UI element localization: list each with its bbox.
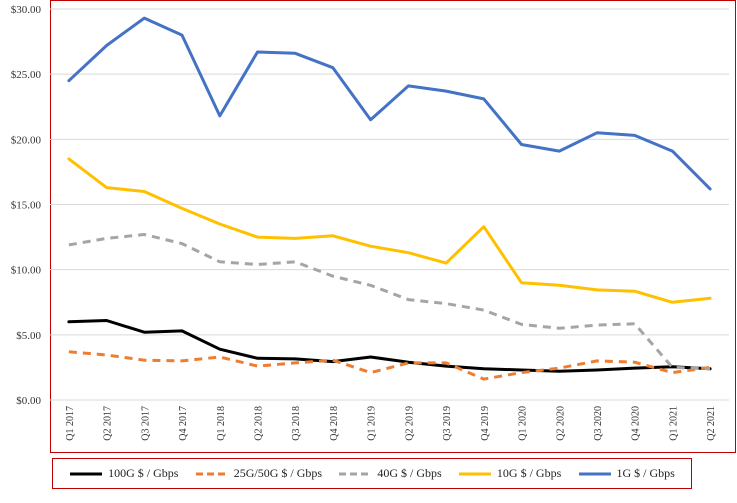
- legend-label: 40G $ / Gbps: [377, 466, 442, 480]
- x-tick-label: Q4 2019: [480, 406, 491, 441]
- x-tick-label: Q2 2021: [706, 406, 717, 441]
- x-tick-label: Q1 2018: [216, 406, 227, 441]
- legend-item: 40G $ / Gbps: [338, 466, 442, 481]
- x-tick-label: Q1 2017: [65, 406, 76, 441]
- legend-label: 25G/50G $ / Gbps: [233, 466, 323, 480]
- y-tick-label: $5.00: [16, 330, 41, 342]
- legend-item: 1G $ / Gbps: [578, 466, 675, 481]
- series-line-3: [67, 157, 712, 304]
- y-tick-label: $25.00: [11, 69, 42, 81]
- y-tick-label: $20.00: [11, 134, 42, 146]
- x-tick-label: Q2 2018: [253, 406, 264, 441]
- x-tick-label: Q2 2019: [404, 406, 415, 441]
- x-tick-label: Q1 2020: [518, 406, 529, 441]
- legend-swatch: [70, 472, 103, 475]
- x-tick-label: Q4 2020: [631, 406, 642, 441]
- legend-label: 100G $ / Gbps: [108, 466, 179, 480]
- x-tick-label: Q3 2018: [291, 406, 302, 441]
- x-tick-label: Q1 2019: [367, 406, 378, 441]
- series-lines: [67, 16, 712, 381]
- legend-item: 100G $ / Gbps: [69, 466, 178, 481]
- legend-item: 10G $ / Gbps: [458, 466, 561, 481]
- series-line-4: [67, 16, 712, 191]
- legend-swatch: [458, 472, 491, 475]
- x-tick-label: Q2 2020: [555, 406, 566, 441]
- y-tick-label: $30.00: [11, 4, 42, 16]
- chart-border: [50, 0, 736, 453]
- x-tick-label: Q1 2021: [668, 406, 679, 441]
- legend-swatch: [339, 472, 372, 475]
- legend-label: 1G $ / Gbps: [616, 466, 675, 480]
- series-line-2: [68, 233, 711, 371]
- y-tick-label: $0.00: [16, 395, 41, 407]
- series-line-0: [67, 319, 712, 373]
- legend: 100G $ / Gbps 25G/50G $ / Gbps 40G $ / Gbp…: [52, 458, 692, 489]
- legend-item: 25G/50G $ / Gbps: [195, 466, 322, 481]
- y-tick-label: $10.00: [11, 265, 42, 277]
- x-tick-label: Q2 2017: [103, 406, 114, 441]
- y-axis-tick-labels: $0.00 $5.00 $10.00 $15.00 $20.00 $25.00 $30.00: [11, 4, 42, 407]
- y-tick-label: $15.00: [11, 200, 42, 212]
- gridlines: [50, 8, 729, 401]
- legend-swatch: [195, 472, 228, 475]
- x-axis-tick-labels: Q1 2017 Q2 2017 Q3 2017 Q4 2017 Q1 2018 Q2 20…: [65, 406, 717, 441]
- legend-label: 10G $ / Gbps: [496, 466, 562, 480]
- x-tick-label: Q3 2017: [140, 406, 151, 441]
- series-line-1: [68, 350, 711, 381]
- x-tick-label: Q3 2019: [442, 406, 453, 441]
- x-tick-label: Q4 2017: [178, 406, 189, 441]
- x-tick-label: Q3 2020: [593, 406, 604, 441]
- x-tick-label: Q4 2018: [329, 406, 340, 441]
- legend-swatch: [578, 472, 611, 475]
